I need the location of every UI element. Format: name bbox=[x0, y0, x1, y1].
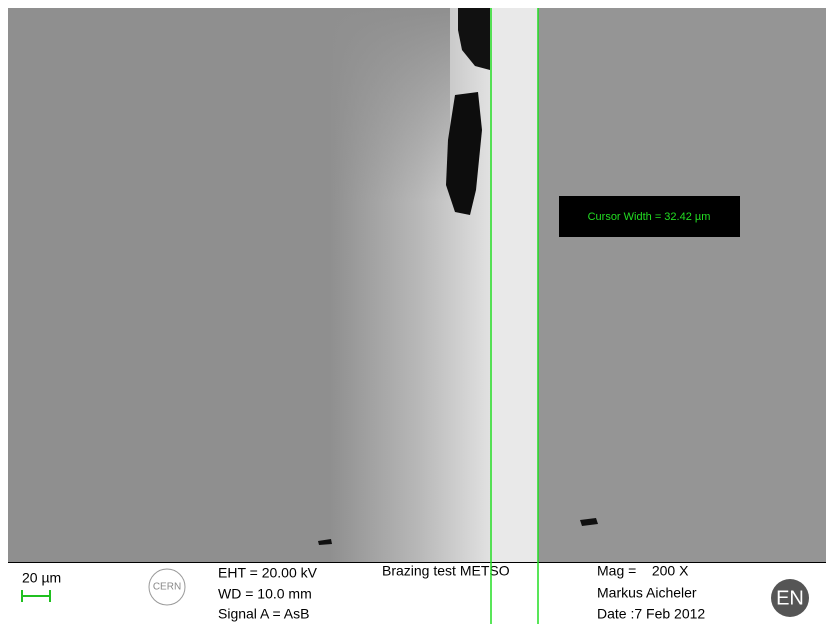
operator: Markus Aicheler bbox=[597, 585, 697, 601]
micrograph bbox=[8, 8, 826, 562]
info-bar: 20 µm CERN EHT = 20.00 kV WD = 10.0 mm S… bbox=[8, 562, 826, 624]
signal: Signal A = AsB bbox=[218, 606, 309, 622]
date: Date :7 Feb 2012 bbox=[597, 606, 705, 622]
magnification: Mag = 200 X bbox=[597, 563, 689, 579]
sem-screen: 20 µm CERN EHT = 20.00 kV WD = 10.0 mm S… bbox=[0, 0, 826, 624]
braze-layer bbox=[490, 8, 540, 562]
diffusion-fade bbox=[330, 8, 450, 562]
cursor-label: Cursor Width = 32.42 µm bbox=[588, 211, 711, 223]
en-text: EN bbox=[776, 587, 804, 609]
cern-text: CERN bbox=[153, 582, 181, 593]
wd: WD = 10.0 mm bbox=[218, 586, 312, 602]
base-metal bbox=[538, 8, 826, 562]
scale-label: 20 µm bbox=[22, 570, 61, 586]
eht: EHT = 20.00 kV bbox=[218, 565, 318, 581]
